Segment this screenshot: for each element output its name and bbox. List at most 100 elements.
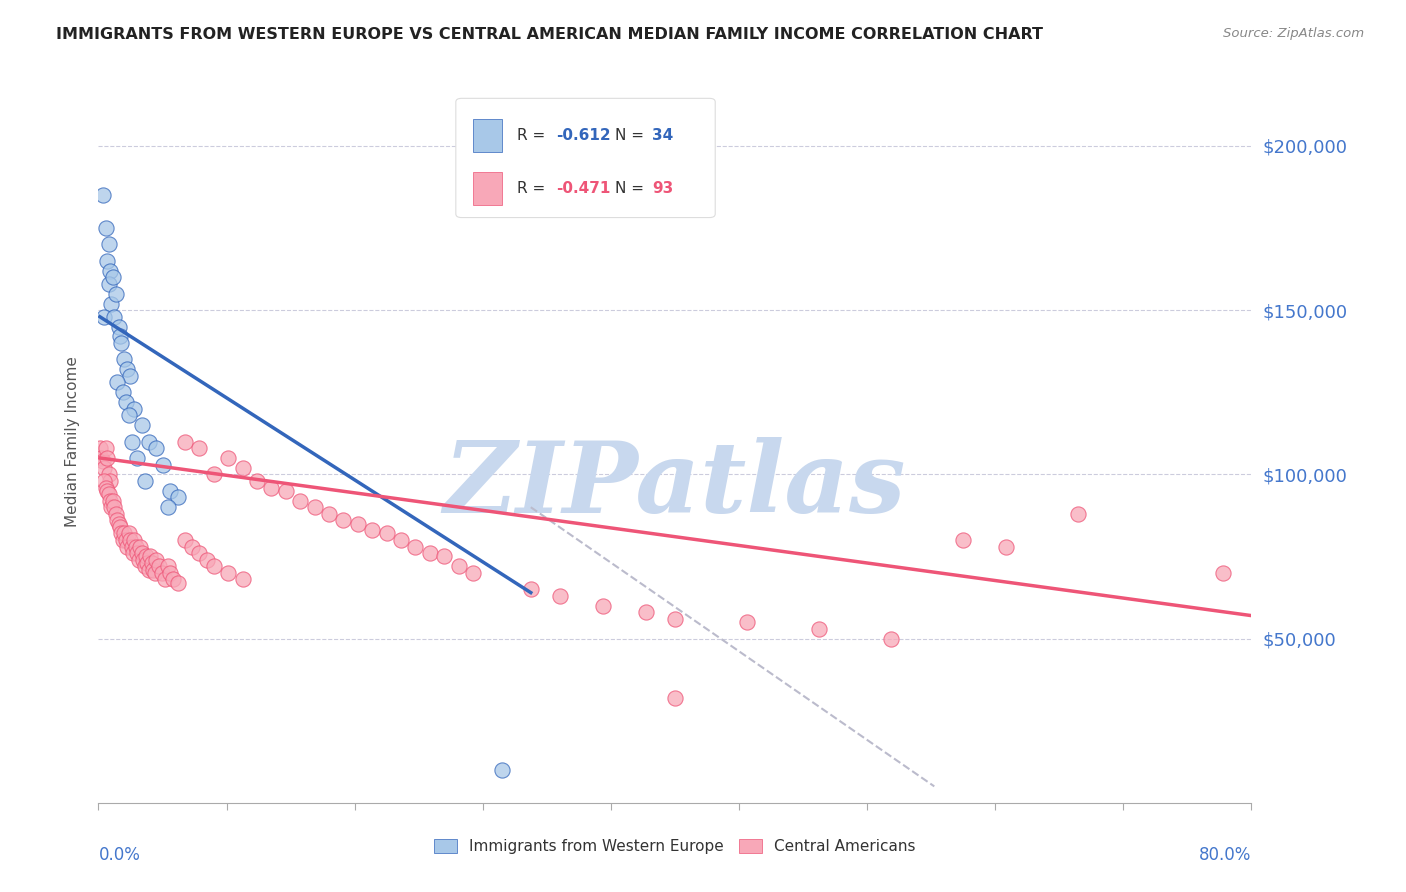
- Point: [156, 500, 179, 515]
- Point: [217, 450, 239, 465]
- Point: [405, 540, 427, 554]
- Point: [148, 559, 170, 574]
- Point: [111, 533, 134, 547]
- Text: N =: N =: [614, 180, 648, 195]
- Point: [202, 559, 225, 574]
- Point: [96, 450, 118, 465]
- Point: [118, 409, 141, 423]
- FancyBboxPatch shape: [456, 98, 716, 218]
- Point: [142, 563, 165, 577]
- Text: 34: 34: [652, 128, 673, 143]
- Text: 0.0%: 0.0%: [98, 847, 141, 864]
- Text: IMMIGRANTS FROM WESTERN EUROPE VS CENTRAL AMERICAN MEDIAN FAMILY INCOME CORRELAT: IMMIGRANTS FROM WESTERN EUROPE VS CENTRA…: [56, 27, 1043, 42]
- Point: [91, 454, 114, 468]
- Point: [97, 467, 120, 482]
- Point: [93, 310, 115, 324]
- Point: [125, 540, 148, 554]
- Point: [124, 401, 146, 416]
- Text: Source: ZipAtlas.com: Source: ZipAtlas.com: [1223, 27, 1364, 40]
- Point: [174, 434, 197, 449]
- Point: [188, 546, 211, 560]
- Point: [153, 573, 176, 587]
- Point: [97, 487, 120, 501]
- Point: [94, 481, 117, 495]
- Point: [447, 559, 470, 574]
- Point: [156, 559, 179, 574]
- Point: [188, 441, 211, 455]
- Point: [636, 605, 658, 619]
- Point: [150, 566, 173, 580]
- Point: [90, 450, 112, 465]
- Point: [118, 526, 141, 541]
- Point: [112, 526, 135, 541]
- Point: [735, 615, 758, 630]
- Point: [93, 460, 115, 475]
- Point: [105, 513, 128, 527]
- Point: [143, 566, 166, 580]
- Point: [952, 533, 974, 547]
- Point: [246, 474, 269, 488]
- Point: [98, 493, 121, 508]
- Point: [664, 690, 686, 705]
- Point: [111, 385, 134, 400]
- Point: [162, 573, 184, 587]
- Point: [664, 612, 686, 626]
- Point: [491, 763, 513, 777]
- Point: [375, 526, 398, 541]
- Point: [145, 553, 167, 567]
- Point: [120, 533, 142, 547]
- Point: [181, 540, 204, 554]
- Point: [114, 533, 136, 547]
- Point: [131, 546, 153, 560]
- Point: [110, 336, 132, 351]
- Point: [346, 516, 368, 531]
- Point: [98, 264, 121, 278]
- Point: [131, 418, 153, 433]
- Point: [89, 441, 111, 455]
- Point: [995, 540, 1018, 554]
- Point: [134, 559, 156, 574]
- Point: [419, 546, 441, 560]
- Point: [520, 582, 543, 597]
- Bar: [472, 172, 502, 204]
- Text: -0.471: -0.471: [557, 180, 610, 195]
- Point: [332, 513, 354, 527]
- Point: [121, 434, 143, 449]
- Point: [195, 553, 218, 567]
- Text: R =: R =: [517, 128, 550, 143]
- Point: [135, 549, 157, 564]
- Point: [105, 376, 128, 390]
- Point: [202, 467, 225, 482]
- Point: [260, 481, 283, 495]
- Point: [152, 458, 174, 472]
- Point: [217, 566, 239, 580]
- Legend: Immigrants from Western Europe, Central Americans: Immigrants from Western Europe, Central …: [427, 833, 922, 860]
- Point: [103, 500, 125, 515]
- Point: [98, 474, 121, 488]
- Point: [166, 491, 188, 505]
- Point: [139, 549, 162, 564]
- Text: ZIPatlas: ZIPatlas: [444, 437, 905, 533]
- Point: [101, 493, 124, 508]
- Point: [104, 286, 127, 301]
- Point: [129, 540, 152, 554]
- Point: [159, 566, 181, 580]
- Text: -0.612: -0.612: [557, 128, 610, 143]
- Point: [1067, 507, 1090, 521]
- Point: [117, 362, 139, 376]
- Point: [121, 540, 143, 554]
- Point: [592, 599, 614, 613]
- Bar: [472, 120, 502, 152]
- Point: [94, 441, 117, 455]
- Point: [96, 483, 118, 498]
- Point: [97, 237, 120, 252]
- Point: [134, 474, 156, 488]
- Point: [880, 632, 903, 646]
- Point: [304, 500, 326, 515]
- Point: [117, 540, 139, 554]
- Point: [127, 546, 149, 560]
- Point: [361, 523, 384, 537]
- Point: [100, 296, 122, 310]
- Point: [174, 533, 197, 547]
- Text: 93: 93: [652, 180, 673, 195]
